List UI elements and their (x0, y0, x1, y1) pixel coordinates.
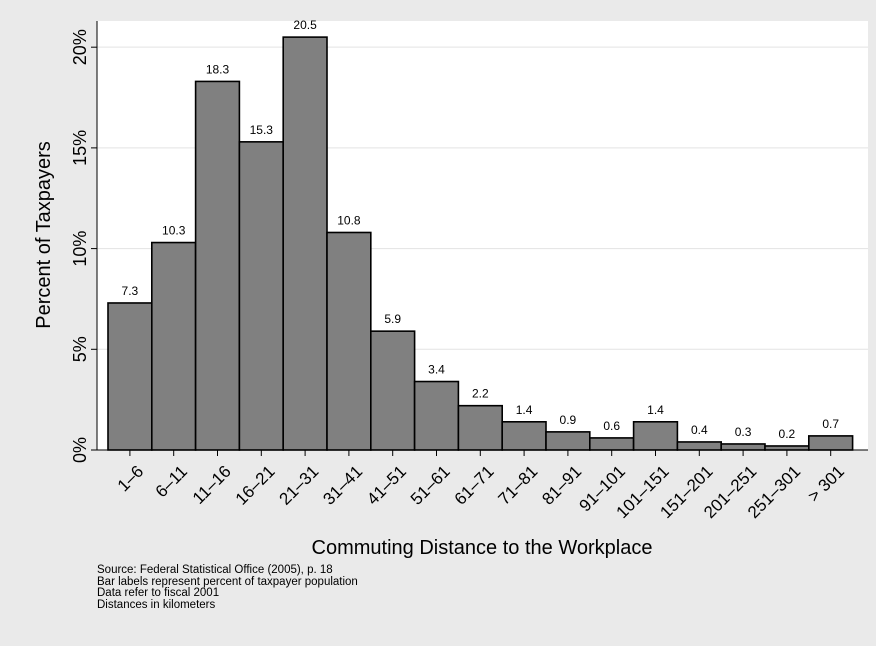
x-tick-label: 61–71 (451, 462, 498, 509)
bar-value-label: 0.7 (822, 417, 839, 431)
x-tick-label: 1–6 (114, 462, 147, 495)
bar (282, 36, 328, 451)
x-tick-label: 16–21 (232, 462, 279, 509)
y-tick-label: 5% (70, 336, 90, 362)
bar (807, 435, 854, 451)
bar (369, 330, 416, 451)
bar-value-label: 10.3 (162, 224, 186, 238)
note-source: Source: Federal Statistical Office (2005… (97, 564, 333, 576)
x-tick-label: 31–41 (319, 462, 366, 509)
bar-value-label: 0.9 (560, 413, 577, 427)
bar-value-label: 0.2 (779, 427, 796, 441)
bar (457, 404, 503, 451)
bar (632, 421, 679, 451)
y-tick-label: 20% (70, 29, 90, 65)
bar-value-label: 0.3 (735, 425, 752, 439)
bar (545, 431, 591, 451)
bar (501, 421, 547, 451)
note-units: Distances in kilometers (97, 598, 216, 611)
bar (326, 231, 372, 451)
bar-value-label: 15.3 (250, 123, 274, 137)
chart-notes: Source: Federal Statistical Office (2005… (97, 564, 358, 611)
bar-value-label: 18.3 (206, 62, 230, 76)
y-axis-title: Percent of Taxpayers (33, 141, 55, 329)
bar-value-label: 10.8 (337, 213, 361, 227)
x-tick-label: 6–11 (152, 462, 191, 501)
note-bar-labels: Bar labels represent percent of taxpayer… (97, 575, 358, 588)
bar (107, 302, 153, 451)
bar (238, 141, 284, 451)
x-tick-label: 71–81 (495, 462, 542, 509)
bar (194, 80, 241, 451)
bar (720, 443, 766, 451)
bar (413, 380, 460, 451)
bar-value-label: 2.2 (472, 387, 489, 401)
x-tick-label: 21–31 (276, 462, 323, 509)
bar (676, 441, 723, 451)
x-tick-label: > 301 (804, 462, 848, 506)
x-axis-title: Commuting Distance to the Workplace (312, 537, 653, 559)
x-tick-label: 51–61 (407, 462, 454, 509)
note-fiscal-year: Data refer to fiscal 2001 (97, 587, 220, 600)
bar (151, 241, 197, 451)
bar-value-label: 20.5 (293, 18, 317, 32)
bar-value-label: 5.9 (384, 312, 401, 326)
bar-value-label: 3.4 (428, 363, 445, 377)
y-tick-label: 15% (70, 130, 90, 166)
x-tick-label: 11–16 (189, 462, 235, 508)
bar-value-label: 0.4 (691, 423, 708, 437)
bar-value-label: 0.6 (603, 419, 620, 433)
bar-value-label: 1.4 (516, 403, 533, 417)
bar-value-label: 7.3 (122, 284, 139, 298)
bar-value-label: 1.4 (647, 403, 664, 417)
y-tick-label: 0% (70, 437, 90, 463)
bar (588, 437, 635, 451)
bar (764, 445, 810, 451)
y-tick-label: 10% (70, 231, 90, 267)
x-tick-label: 41–51 (363, 462, 410, 509)
